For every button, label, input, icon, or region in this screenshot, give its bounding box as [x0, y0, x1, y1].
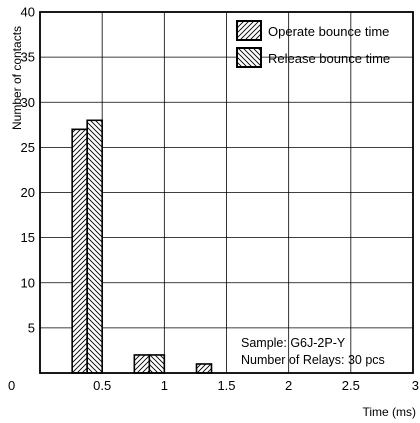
y-tick-label: 15 — [21, 230, 35, 245]
x-tick-label: 1.5 — [217, 378, 235, 393]
bar-layer — [71, 119, 213, 374]
bar-release-1 — [148, 354, 166, 374]
x-tick-label: 1 — [161, 378, 168, 393]
y-tick-label: 35 — [21, 50, 35, 65]
bar-operate-0.5 — [71, 128, 88, 374]
legend-label-operate: Operate bounce time — [268, 24, 389, 39]
sample-note-line-1: Sample: G6J-2P-Y — [241, 336, 346, 350]
bar-release-0.5 — [86, 119, 103, 374]
bar-operate-1 — [133, 354, 151, 374]
x-axis-title: Time (ms) — [362, 405, 416, 419]
x-tick-label: 2 — [285, 378, 292, 393]
y-tick-label: 20 — [21, 185, 35, 200]
y-tick-label: 30 — [21, 95, 35, 110]
x-tick-label: 0 — [8, 378, 15, 393]
x-tick-label: 3 — [412, 378, 419, 393]
y-tick-label: 5 — [28, 320, 35, 335]
y-tick-label: 10 — [21, 275, 35, 290]
sample-note: Sample: G6J-2P-Y Number of Relays: 30 pc… — [241, 336, 385, 367]
legend-label-release: Release bounce time — [268, 51, 390, 66]
plot-frame — [39, 11, 414, 374]
bar-operate-1.5 — [195, 363, 213, 374]
y-tick-label: 40 — [21, 5, 35, 20]
y-tick-label: 25 — [21, 140, 35, 155]
y-axis-title: Number of contacts — [10, 26, 24, 130]
legend-swatch-operate — [236, 20, 262, 41]
x-tick-label: 2.5 — [342, 378, 360, 393]
sample-note-line-2: Number of Relays: 30 pcs — [241, 353, 385, 367]
legend: Operate bounce time Release bounce time — [236, 20, 390, 68]
x-tick-label: 0.5 — [93, 378, 111, 393]
legend-swatch-release — [236, 47, 262, 68]
